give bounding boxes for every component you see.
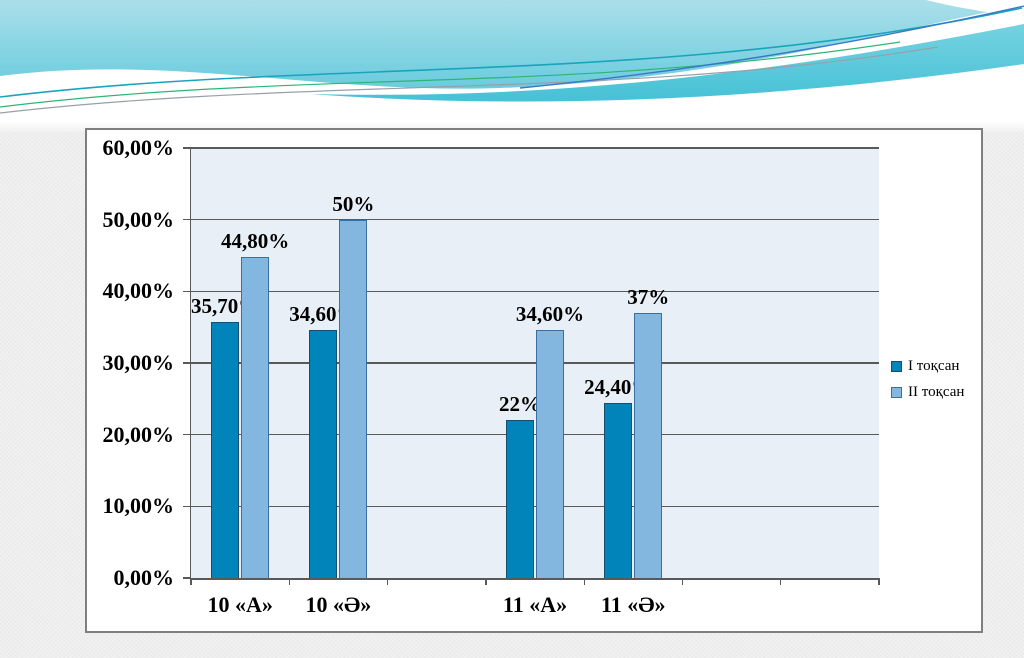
legend-label: II тоқсан: [908, 384, 965, 400]
header-wave-decoration: [0, 0, 1024, 132]
chart-legend: I тоқсан II тоқсан: [891, 358, 964, 410]
x-axis-tick: [190, 578, 192, 585]
legend-label: I тоқсан: [908, 358, 960, 374]
bar: [634, 312, 663, 578]
x-axis-tick: [288, 578, 290, 585]
y-axis-tick-label: 0,00%: [113, 565, 175, 590]
y-axis-tick: [183, 362, 191, 364]
bar-value-label: 44,80%: [221, 228, 290, 253]
y-axis-tick-label: 50,00%: [102, 206, 175, 232]
bar: [241, 256, 270, 578]
bar: [339, 219, 368, 578]
gridline: [191, 290, 879, 293]
plot-area: 0,00% 10,00% 20,00% 30,00% 40,00% 50,00% 60,00…: [103, 135, 880, 617]
x-axis-tick: [878, 578, 880, 585]
legend-swatch: [891, 387, 902, 398]
x-axis-category-label: 11 «А»: [502, 592, 568, 617]
legend-item: II тоқсан: [891, 384, 964, 401]
legend-item: I тоқсан: [891, 358, 964, 375]
bar: [604, 403, 633, 578]
gridline: [191, 362, 879, 364]
bar: [506, 420, 534, 578]
y-axis-tick: [183, 219, 191, 221]
bar-value-label: 37%: [627, 284, 670, 309]
x-axis-tick: [583, 578, 585, 585]
y-axis-tick-label: 10,00%: [102, 493, 175, 519]
y-axis-tick: [183, 147, 191, 149]
gridline: [191, 505, 879, 508]
y-axis-tick-label: 60,00%: [102, 135, 175, 160]
bar: [536, 330, 564, 578]
gridline: [191, 219, 879, 221]
y-axis-tick: [183, 290, 191, 293]
bar-value-label: 50%: [332, 191, 375, 216]
x-axis-tick: [386, 578, 389, 585]
y-axis-tick: [183, 577, 191, 579]
gridline: [191, 434, 879, 436]
bar: [211, 322, 240, 578]
legend-swatch: [891, 361, 902, 372]
gridline: [191, 147, 879, 149]
bar-value-label: 34,60%: [515, 302, 585, 327]
y-axis-tick-label: 20,00%: [102, 421, 175, 447]
x-axis-category-label: 11 «Ә»: [601, 592, 666, 617]
y-axis-tick-label: 30,00%: [102, 350, 175, 375]
bar: [309, 330, 338, 578]
x-axis-tick: [780, 578, 782, 585]
bar-value-label: 22%: [499, 392, 541, 417]
chart-card: 0,00% 10,00% 20,00% 30,00% 40,00% 50,00% 60,00…: [85, 128, 983, 633]
x-axis-tick: [681, 578, 684, 585]
y-axis-tick: [183, 434, 191, 436]
y-axis-tick-label: 40,00%: [102, 278, 175, 304]
x-axis-category-label: 10 «А»: [207, 592, 273, 617]
x-axis-tick: [485, 578, 487, 585]
header-wave-graphic: [0, 0, 1024, 132]
y-axis-tick: [183, 505, 191, 508]
x-axis-category-label: 10 «Ә»: [305, 592, 372, 617]
